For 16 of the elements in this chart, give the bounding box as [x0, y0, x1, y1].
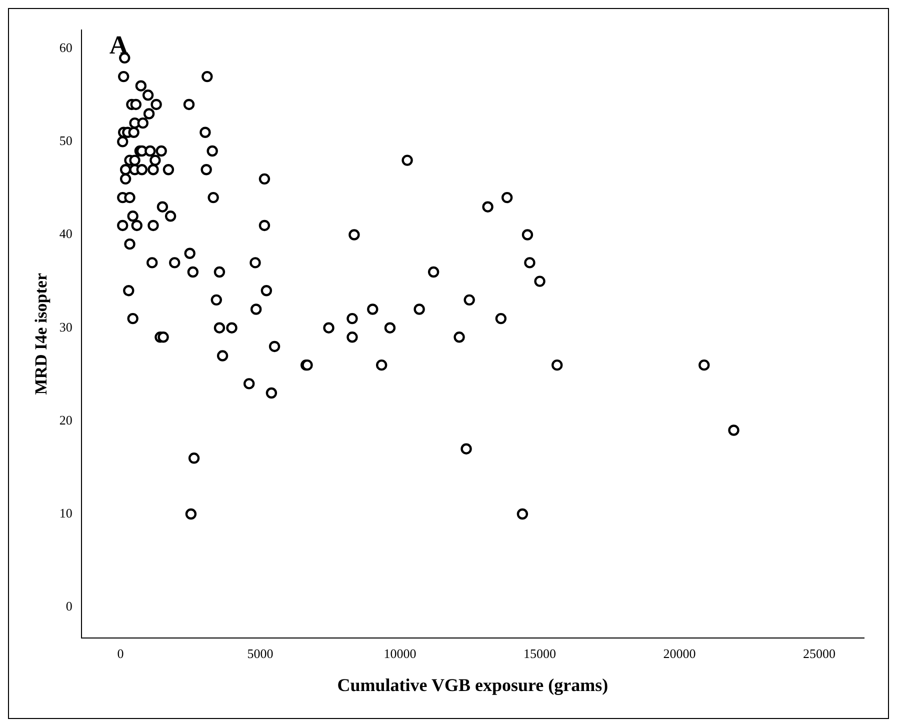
x-axis-title: Cumulative VGB exposure (grams): [337, 674, 608, 695]
x-tick-label: 0: [117, 646, 124, 662]
x-tick-label: 5000: [247, 646, 274, 662]
y-tick-label: 10: [59, 505, 72, 520]
y-axis-title: MRD I4e isopter: [32, 272, 51, 395]
y-tick-label: 0: [66, 598, 72, 614]
y-tick-label: 50: [59, 133, 72, 148]
x-tick-label: 10000: [384, 646, 416, 662]
x-tick-label: 20000: [663, 646, 696, 662]
x-tick-label: 15000: [524, 646, 556, 662]
y-tick-label: 40: [59, 226, 72, 242]
annotation: A: [109, 30, 128, 60]
y-tick-label: 20: [59, 412, 72, 428]
x-tick-label: 25000: [803, 646, 836, 662]
y-tick-label: 60: [59, 40, 72, 56]
y-tick-label: 30: [59, 319, 72, 334]
